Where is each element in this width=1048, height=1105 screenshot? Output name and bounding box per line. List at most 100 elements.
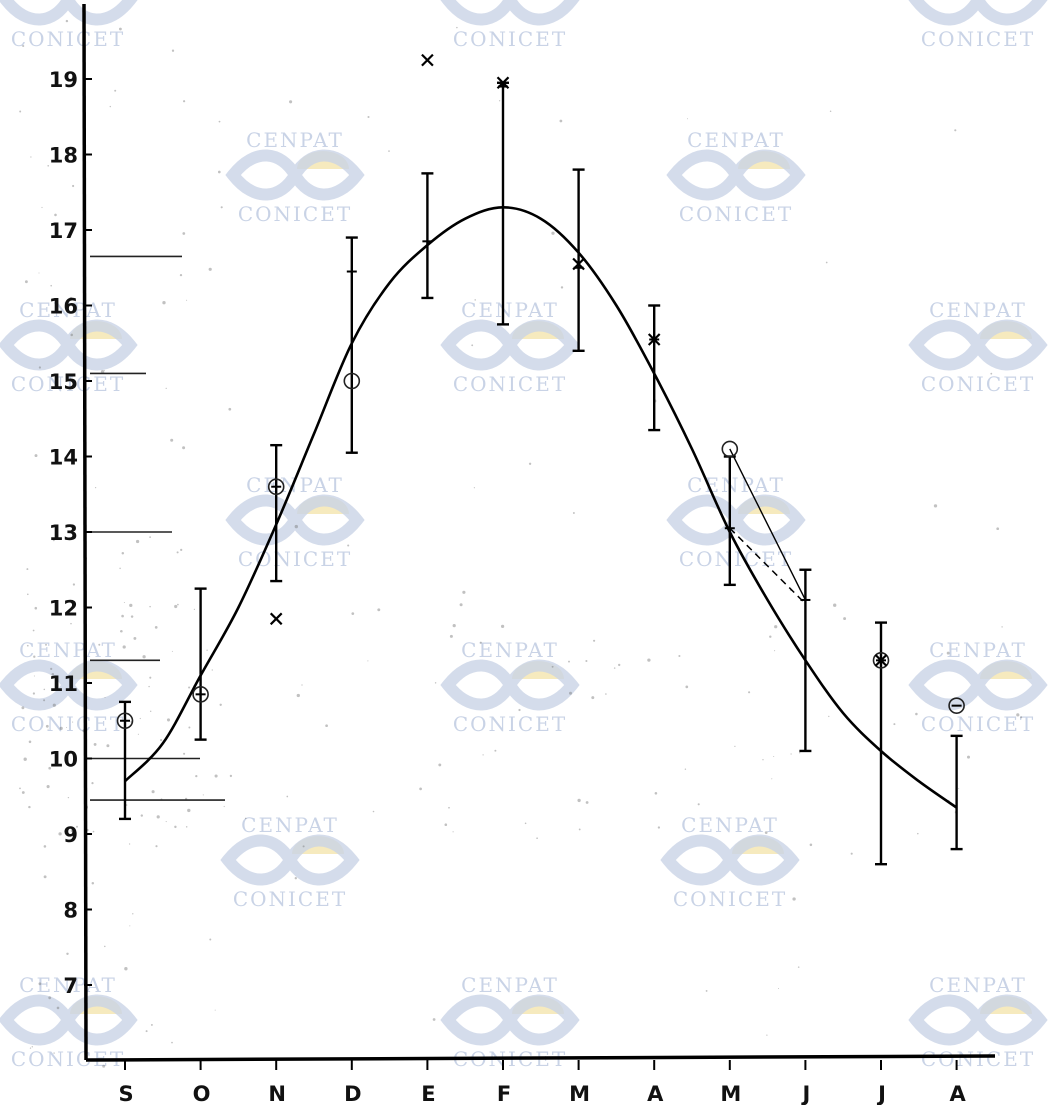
noise-speck xyxy=(605,693,607,695)
noise-speck xyxy=(218,171,221,174)
noise-speck xyxy=(445,823,448,826)
x-tick-label: E xyxy=(421,1082,435,1105)
noise-speck xyxy=(958,788,959,789)
x-tick-label: J xyxy=(800,1082,810,1105)
noise-speck xyxy=(72,722,73,723)
noise-speck xyxy=(95,487,96,488)
watermark-top-text: CENPAT xyxy=(929,298,1027,322)
noise-speck xyxy=(289,100,292,103)
noise-speck xyxy=(167,718,170,721)
watermark-bottom-text: CONICET xyxy=(673,887,787,911)
noise-speck xyxy=(28,806,30,808)
watermark-logo: CONICET xyxy=(916,0,1040,51)
noise-speck xyxy=(121,615,124,618)
noise-speck xyxy=(419,788,422,791)
noise-speck xyxy=(967,756,970,759)
noise-speck xyxy=(373,811,375,813)
noise-speck xyxy=(180,549,182,551)
noise-speck xyxy=(41,207,42,208)
noise-speck xyxy=(453,624,456,627)
noise-speck xyxy=(73,583,75,585)
noise-speck xyxy=(146,1030,148,1032)
noise-speck xyxy=(765,831,768,834)
noise-speck xyxy=(48,729,49,730)
noise-speck xyxy=(162,301,165,304)
noise-speck xyxy=(230,775,232,777)
noise-speck xyxy=(33,630,35,632)
noise-speck xyxy=(195,775,197,777)
noise-speck xyxy=(568,661,570,663)
watermark-logo: CONICET xyxy=(448,0,572,51)
watermark-logo: CENPAT CONICET xyxy=(228,813,352,911)
noise-speck xyxy=(29,741,32,744)
watermark-logo: CENPAT CONICET xyxy=(916,298,1040,396)
noise-speck xyxy=(774,650,775,651)
x-tick-label: S xyxy=(118,1082,133,1105)
noise-speck xyxy=(106,744,109,747)
noise-speck xyxy=(560,120,563,123)
watermark-layer: CONICET CONICETCONICETCENPATCONICETCENPAT… xyxy=(6,0,1040,1071)
noise-speck xyxy=(47,785,50,788)
y-tick-label: 14 xyxy=(49,446,78,470)
noise-speck xyxy=(172,651,173,652)
watermark-top-text: CENPAT xyxy=(246,128,344,152)
noise-speck xyxy=(19,111,21,113)
margin-lines-layer xyxy=(19,20,1022,1068)
noise-speck xyxy=(60,727,63,730)
noise-speck xyxy=(124,967,127,970)
noise-speck xyxy=(996,527,999,530)
noise-speck xyxy=(215,1010,216,1011)
watermark-infinity-icon xyxy=(674,155,798,194)
x-tick-label: F xyxy=(497,1082,511,1105)
noise-speck xyxy=(773,756,774,757)
noise-speck xyxy=(518,709,520,711)
noise-speck xyxy=(44,689,46,691)
noise-speck xyxy=(39,273,40,274)
watermark-infinity-icon xyxy=(448,325,572,364)
noise-speck xyxy=(148,686,149,687)
noise-speck xyxy=(180,274,182,276)
noise-speck xyxy=(19,788,21,790)
y-tick-label: 9 xyxy=(63,823,78,847)
noise-speck xyxy=(66,727,67,728)
noise-speck xyxy=(297,694,300,697)
y-tick-label: 10 xyxy=(49,748,78,772)
error-bar-E xyxy=(421,173,433,298)
watermark-top-text: CENPAT xyxy=(687,473,785,497)
noise-speck xyxy=(186,826,187,827)
noise-speck xyxy=(133,637,136,640)
watermark-bottom-text: CONICET xyxy=(921,27,1035,51)
noise-speck xyxy=(160,739,162,741)
noise-speck xyxy=(734,746,735,747)
watermark-bottom-text: CONICET xyxy=(233,887,347,911)
watermark-top-text: CENPAT xyxy=(681,813,779,837)
watermark-bottom-text: CONICET xyxy=(453,712,567,736)
noise-speck xyxy=(183,753,185,755)
noise-speck xyxy=(499,100,500,101)
noise-speck xyxy=(915,713,918,716)
noise-speck xyxy=(212,669,213,670)
noise-speck xyxy=(388,150,390,152)
noise-speck xyxy=(826,262,828,264)
noise-speck xyxy=(171,1042,173,1044)
noise-speck xyxy=(46,725,49,728)
watermark-bottom-text: CONICET xyxy=(921,1047,1035,1071)
noise-speck xyxy=(44,845,47,848)
noise-speck xyxy=(435,682,436,683)
noise-speck xyxy=(22,791,25,794)
watermark-bottom-text: CONICET xyxy=(453,372,567,396)
noise-speck xyxy=(453,831,454,832)
noise-speck xyxy=(21,706,24,709)
noise-speck xyxy=(141,814,143,816)
noise-speck xyxy=(828,716,829,717)
watermark-top-text: CENPAT xyxy=(929,973,1027,997)
noise-speck xyxy=(53,1052,54,1053)
y-tick-label: 8 xyxy=(63,899,78,923)
watermark-infinity-icon xyxy=(448,665,572,704)
noise-speck xyxy=(98,644,100,646)
watermark-logo: CENPAT CONICET xyxy=(674,473,798,571)
noise-speck xyxy=(132,913,133,914)
noise-speck xyxy=(157,815,160,818)
